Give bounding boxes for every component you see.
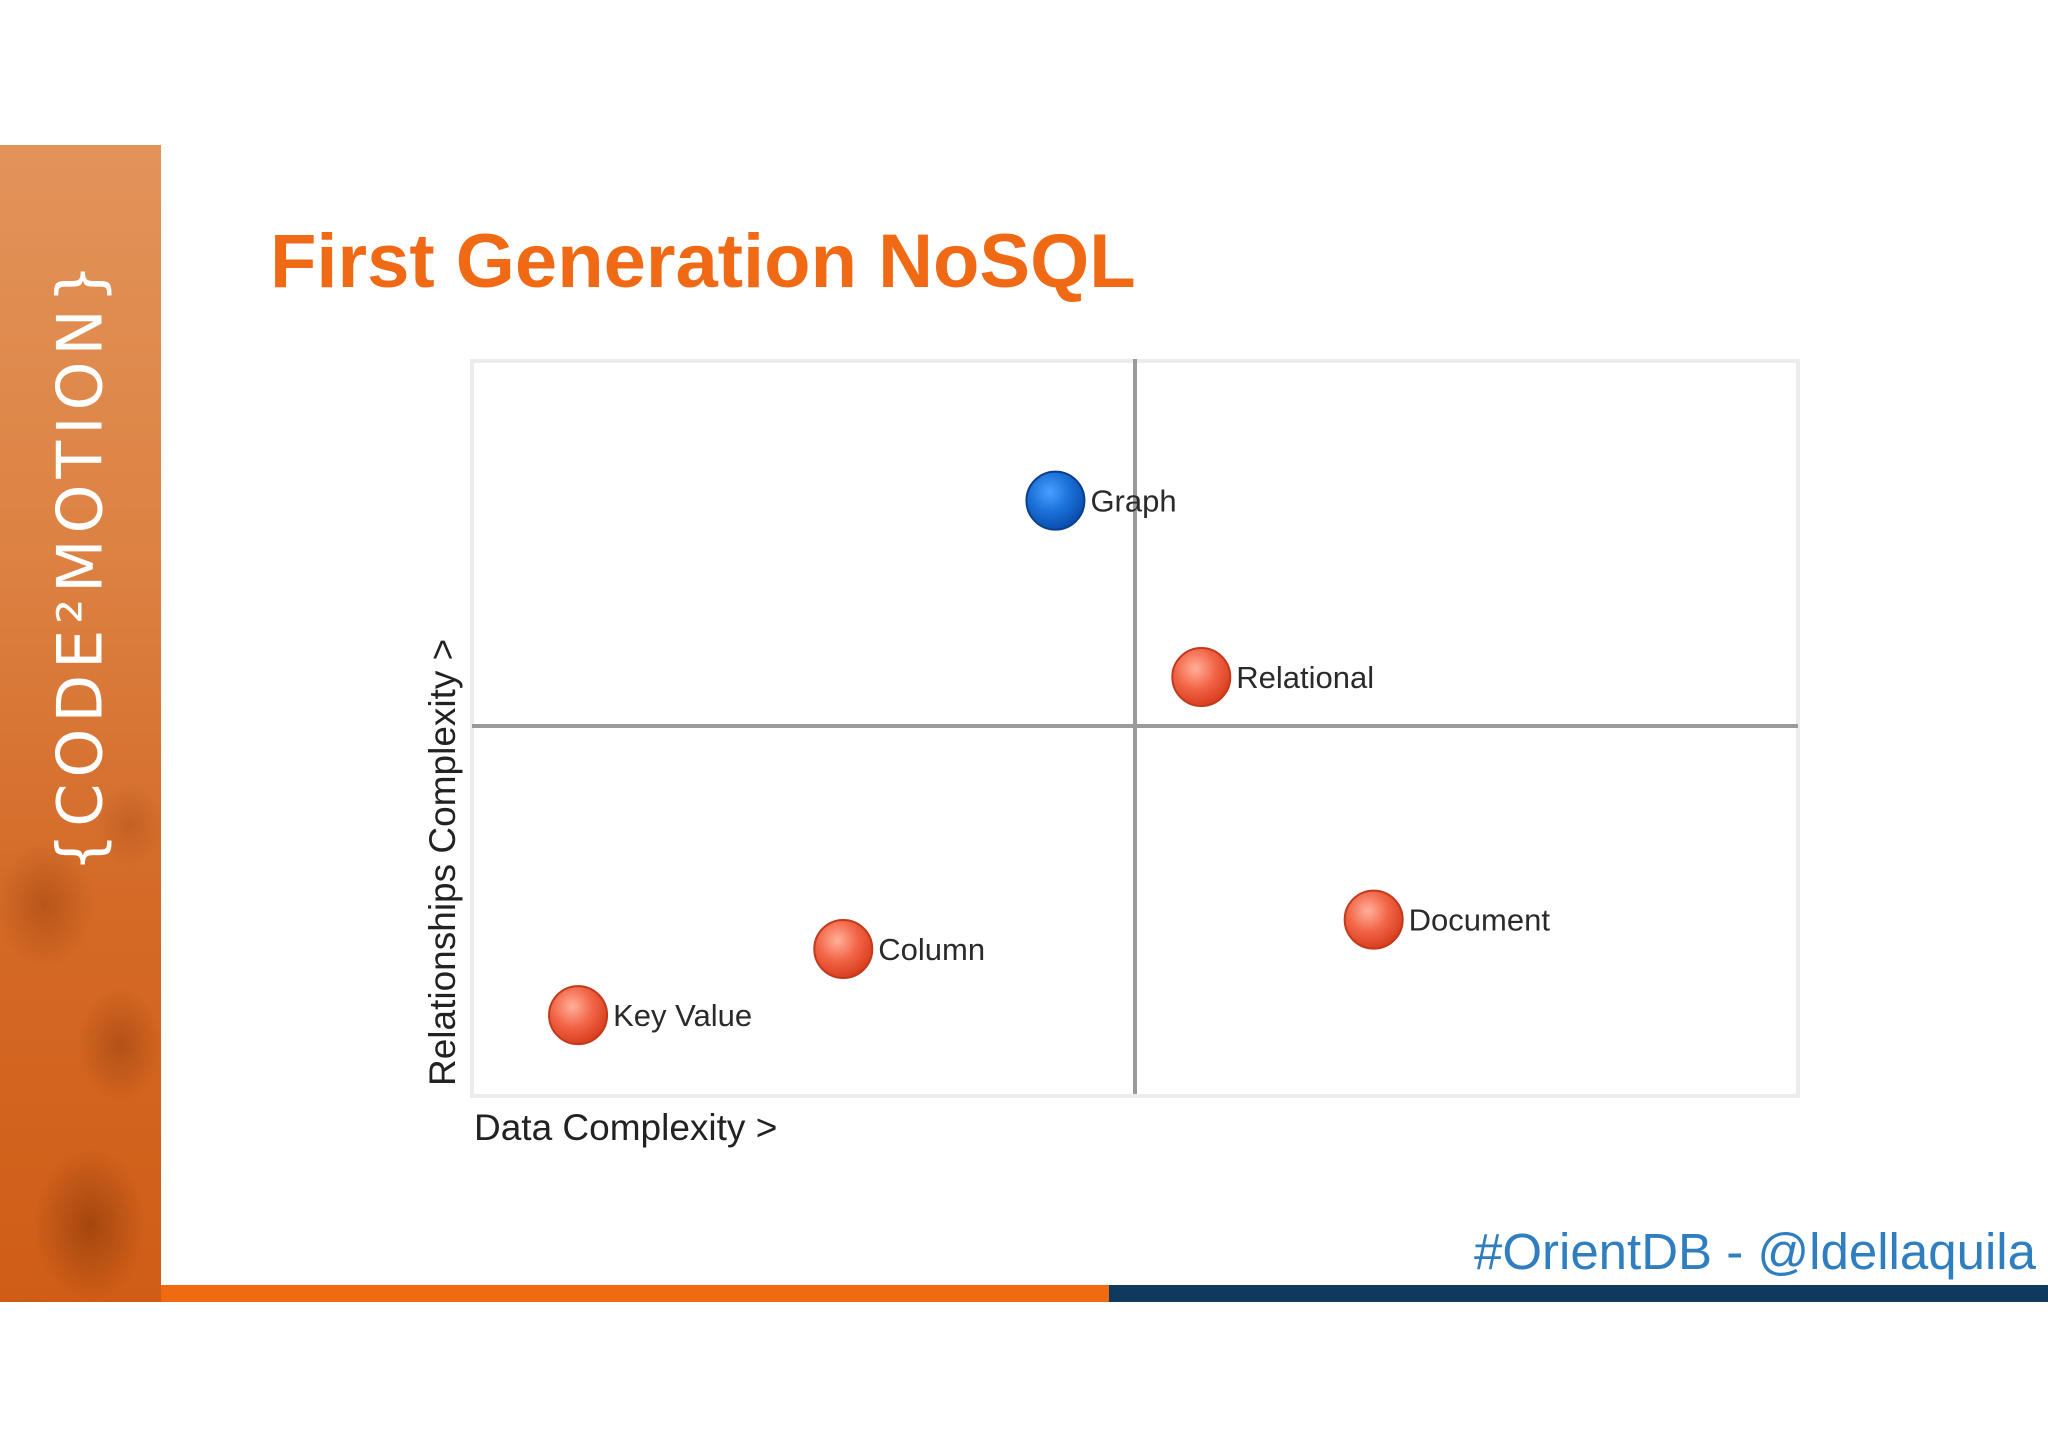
point-label-document: Document xyxy=(1409,903,1551,938)
brand-bar: {CODE²MOTION} xyxy=(0,145,161,1302)
point-graph xyxy=(1025,470,1086,531)
point-document xyxy=(1343,889,1404,950)
twitter-handle: #OrientDB - @ldellaquila xyxy=(1473,1223,2036,1280)
footer-stripe-navy xyxy=(1109,1285,2048,1302)
point-label-column: Column xyxy=(878,932,985,967)
point-column xyxy=(813,919,874,979)
point-label-relational: Relational xyxy=(1236,660,1374,695)
points-layer: Graph Relational Document Column Key Value xyxy=(548,470,1551,1046)
y-axis-label: Relationships Complexity > xyxy=(422,639,463,1086)
point-key-value xyxy=(548,985,609,1046)
point-relational xyxy=(1171,647,1232,708)
slide-title: First Generation NoSQL xyxy=(270,219,1136,304)
footer-stripe-orange xyxy=(161,1285,1109,1302)
point-label-key-value: Key Value xyxy=(613,998,752,1033)
point-label-graph: Graph xyxy=(1090,484,1176,519)
x-axis-label: Data Complexity > xyxy=(474,1107,777,1148)
